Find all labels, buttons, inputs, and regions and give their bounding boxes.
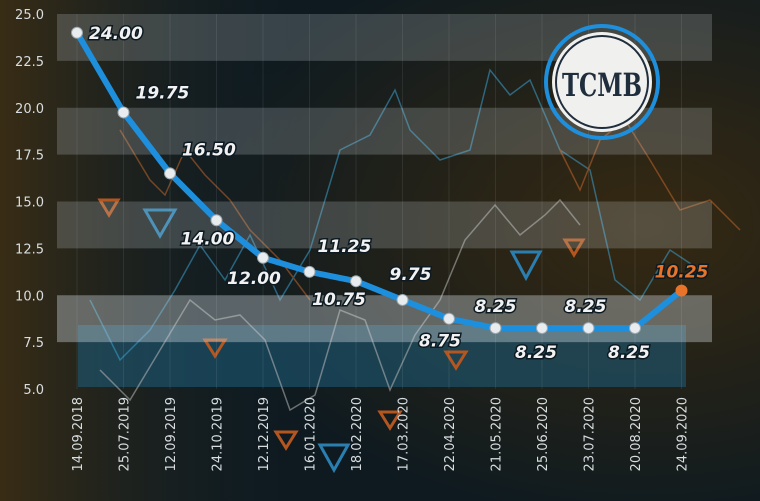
data-label: 8.25 <box>608 343 650 363</box>
y-tick-label: 15.0 <box>15 196 44 211</box>
decor-triangle <box>142 208 178 240</box>
data-label: 8.25 <box>515 343 557 363</box>
x-tick-label: 25.06.2020 <box>536 397 551 471</box>
x-tick-label: 20.08.2020 <box>629 397 644 471</box>
decor-triangle <box>562 238 586 258</box>
x-tick-label: 21.05.2020 <box>490 397 505 471</box>
grid-band <box>57 295 712 343</box>
x-tick-label: 24.10.2019 <box>211 397 226 471</box>
x-tick-label: 25.07.2019 <box>118 397 133 471</box>
x-tick-label: 22.04.2020 <box>443 397 458 471</box>
data-point <box>164 167 176 180</box>
decor-trace-grey <box>99 198 581 412</box>
data-point <box>582 322 595 335</box>
data-point <box>117 106 130 119</box>
x-axis-ticks: 14.09.2018 25.07.2019 12.09.2019 24.10.2019… <box>71 397 691 471</box>
decor-triangle <box>273 430 299 451</box>
y-tick-label: 25.0 <box>15 8 44 23</box>
logo-inner-ring <box>555 35 649 129</box>
data-label: 10.25 <box>655 263 709 283</box>
data-point <box>536 322 548 335</box>
x-tick-label: 12.09.2019 <box>164 397 179 471</box>
data-point <box>396 293 409 306</box>
data-point <box>629 322 641 335</box>
logo-outer-ring <box>544 24 660 140</box>
series-line <box>74 29 685 332</box>
data-labels: 24.00 19.75 16.50 14.00 12.00 11.25 10.75 9.75 8… <box>88 22 710 364</box>
decor-triangle <box>97 198 121 218</box>
data-label: 16.50 <box>182 140 236 160</box>
y-tick-label: 5.0 <box>23 383 44 398</box>
data-label: 11.25 <box>318 237 372 257</box>
decor-traces <box>89 68 741 412</box>
data-point <box>443 312 455 325</box>
data-label: 14.00 <box>181 229 235 249</box>
logo-disc <box>552 32 652 132</box>
decor-trace-orange <box>119 129 311 301</box>
data-label: 24.00 <box>89 24 143 44</box>
x-tick-label: 16.01.2020 <box>304 397 319 471</box>
decor-trace-blue <box>89 68 701 362</box>
x-tick-label: 24.09.2020 <box>676 397 691 471</box>
y-tick-label: 12.5 <box>15 242 44 257</box>
data-label: 8.25 <box>565 297 607 317</box>
data-label: 12.00 <box>227 269 281 289</box>
y-tick-label: 7.5 <box>23 336 44 351</box>
data-point <box>71 26 83 39</box>
y-axis-ticks: 25.0 22.5 20.0 17.5 15.0 12.5 10.0 7.5 5.0 <box>15 8 44 398</box>
data-point <box>210 214 223 227</box>
decor-triangles <box>97 198 586 474</box>
data-label: 8.25 <box>475 297 517 317</box>
data-label: 8.75 <box>419 332 461 352</box>
data-point <box>675 284 688 297</box>
data-point <box>489 322 502 335</box>
data-point <box>257 251 269 264</box>
x-tick-label: 18.02.2020 <box>350 397 365 471</box>
x-tick-label: 12.12.2019 <box>257 397 272 471</box>
tcmb-logo: TCMB <box>544 24 660 140</box>
y-tick-label: 22.5 <box>15 55 44 70</box>
grid-band <box>57 295 712 343</box>
decor-triangle <box>509 250 543 282</box>
y-tick-label: 17.5 <box>15 149 44 164</box>
x-tick-label: 17.03.2020 <box>397 397 412 471</box>
y-tick-label: 10.0 <box>15 289 44 304</box>
blue-panel <box>78 325 686 387</box>
data-points <box>71 26 688 335</box>
x-tick-label: 23.07.2020 <box>583 397 598 471</box>
decor-triangle <box>377 410 403 431</box>
x-tick-label: 14.09.2018 <box>71 397 86 471</box>
data-label: 9.75 <box>390 265 432 285</box>
data-label: 10.75 <box>312 290 366 310</box>
decor-triangle <box>443 350 469 371</box>
decor-triangle <box>317 443 351 474</box>
data-label: 19.75 <box>136 83 190 103</box>
grid-band <box>57 201 712 249</box>
decor-trace-orange-2 <box>559 118 741 231</box>
y-tick-label: 20.0 <box>15 102 44 117</box>
decor-triangle <box>202 338 228 359</box>
logo-text: TCMB <box>562 66 642 104</box>
data-point <box>303 265 316 278</box>
data-point <box>350 275 362 288</box>
